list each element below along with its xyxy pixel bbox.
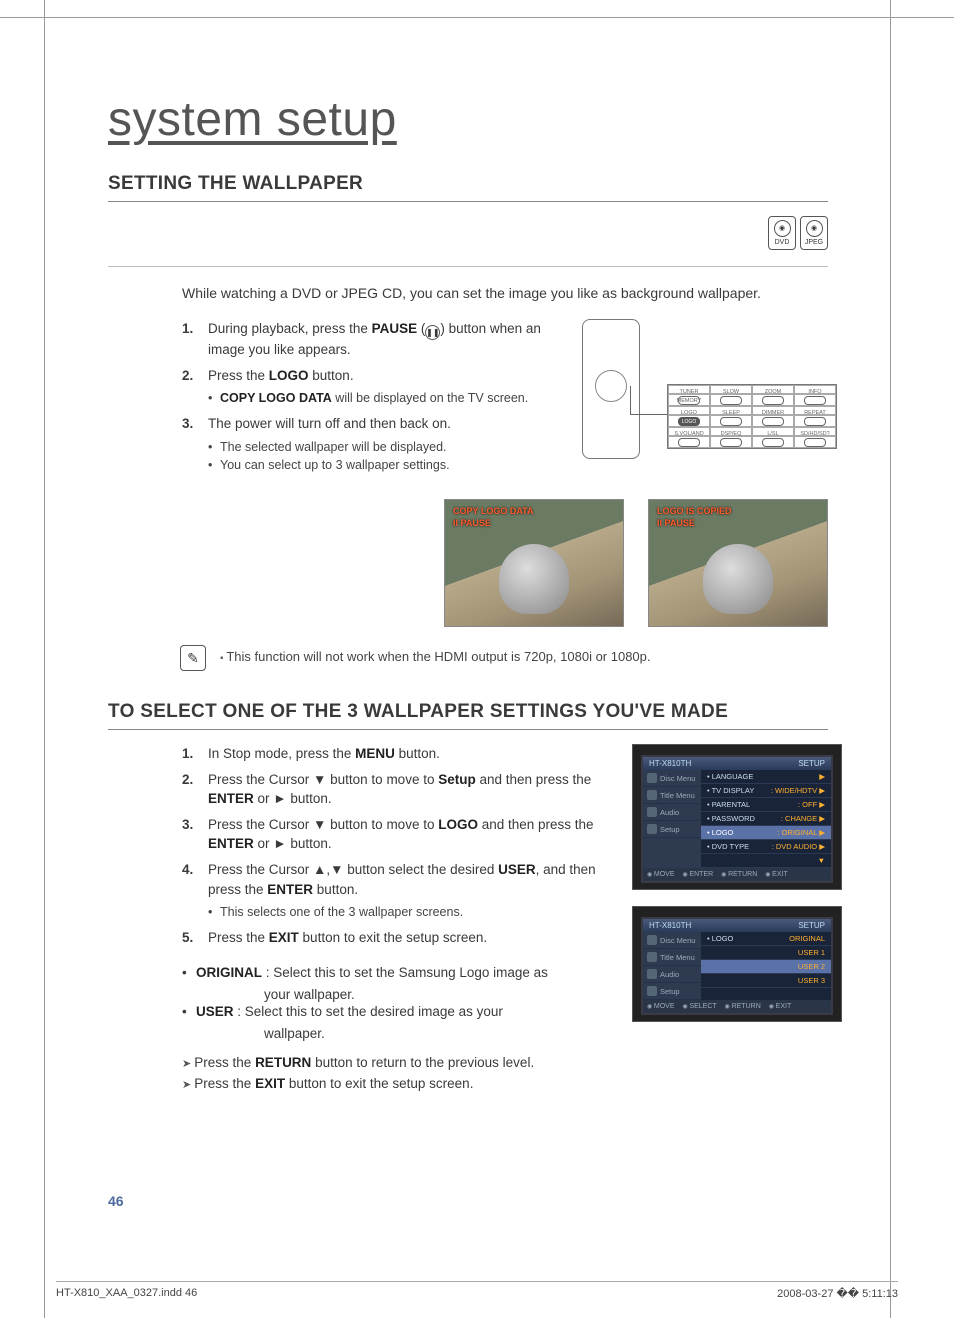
footer-filename: HT-X810_XAA_0327.indd 46 — [56, 1287, 197, 1300]
osd-text: LOGO IS COPIED — [657, 506, 732, 516]
note-text: This function will not work when the HDM… — [220, 649, 651, 664]
note-icon: ✎ — [180, 645, 206, 671]
jpeg-label: JPEG — [805, 239, 823, 246]
osd-text: II PAUSE — [657, 518, 695, 528]
hint-line: Press the RETURN button to return to the… — [182, 1055, 612, 1070]
dvd-icon: ◉ DVD — [768, 216, 796, 250]
step: 3.The power will turn off and then back … — [182, 414, 552, 475]
steps-list: 1.During playback, press the PAUSE (❚❚) … — [182, 319, 552, 475]
main-title: system setup — [108, 92, 828, 147]
screenshot-copy-logo: COPY LOGO DATA II PAUSE — [444, 499, 624, 627]
dvd-label: DVD — [775, 239, 790, 246]
remote-figure: TUNER MEMORYSLOWZOOMINFOLOGOSLEEPDIMMERR… — [572, 319, 822, 469]
osd-text: COPY LOGO DATA — [453, 506, 534, 516]
steps-list: 1.In Stop mode, press the MENU button. 2.… — [182, 744, 612, 947]
footer-timestamp: 2008-03-27 �� 5:11:13 — [777, 1287, 898, 1300]
definition-list: •ORIGINAL : Select this to set the Samsu… — [182, 963, 612, 1040]
osd-text: II PAUSE — [453, 518, 491, 528]
arrow-list: Press the RETURN button to return to the… — [182, 1055, 612, 1091]
page-number: 46 — [108, 1193, 124, 1209]
screenshot-logo-copied: LOGO IS COPIED II PAUSE — [648, 499, 828, 627]
osd-menu-logo: HT-X810THSETUPDisc MenuTitle MenuAudioSe… — [632, 906, 842, 1022]
step: 2.Press the LOGO button.COPY LOGO DATA w… — [182, 366, 552, 408]
hint-line: Press the EXIT button to exit the setup … — [182, 1076, 612, 1091]
media-icon-strip: ◉ DVD ◉ JPEG — [108, 216, 828, 250]
manual-page: system setup SETTING THE WALLPAPER ◉ DVD… — [108, 92, 828, 1097]
jpeg-icon: ◉ JPEG — [800, 216, 828, 250]
step: 4.Press the Cursor ▲,▼ button select the… — [182, 860, 612, 922]
section-intro: While watching a DVD or JPEG CD, you can… — [182, 285, 822, 301]
step: 5.Press the EXIT button to exit the setu… — [182, 928, 612, 948]
step: 2.Press the Cursor ▼ button to move to S… — [182, 770, 612, 809]
section-heading: TO SELECT ONE OF THE 3 WALLPAPER SETTING… — [108, 701, 828, 730]
step: 1.During playback, press the PAUSE (❚❚) … — [182, 319, 552, 360]
step: 1.In Stop mode, press the MENU button. — [182, 744, 612, 764]
osd-menu-setup: HT-X810THSETUPDisc MenuTitle MenuAudioSe… — [632, 744, 842, 890]
step: 3.Press the Cursor ▼ button to move to L… — [182, 815, 612, 854]
section-heading: SETTING THE WALLPAPER — [108, 173, 828, 202]
